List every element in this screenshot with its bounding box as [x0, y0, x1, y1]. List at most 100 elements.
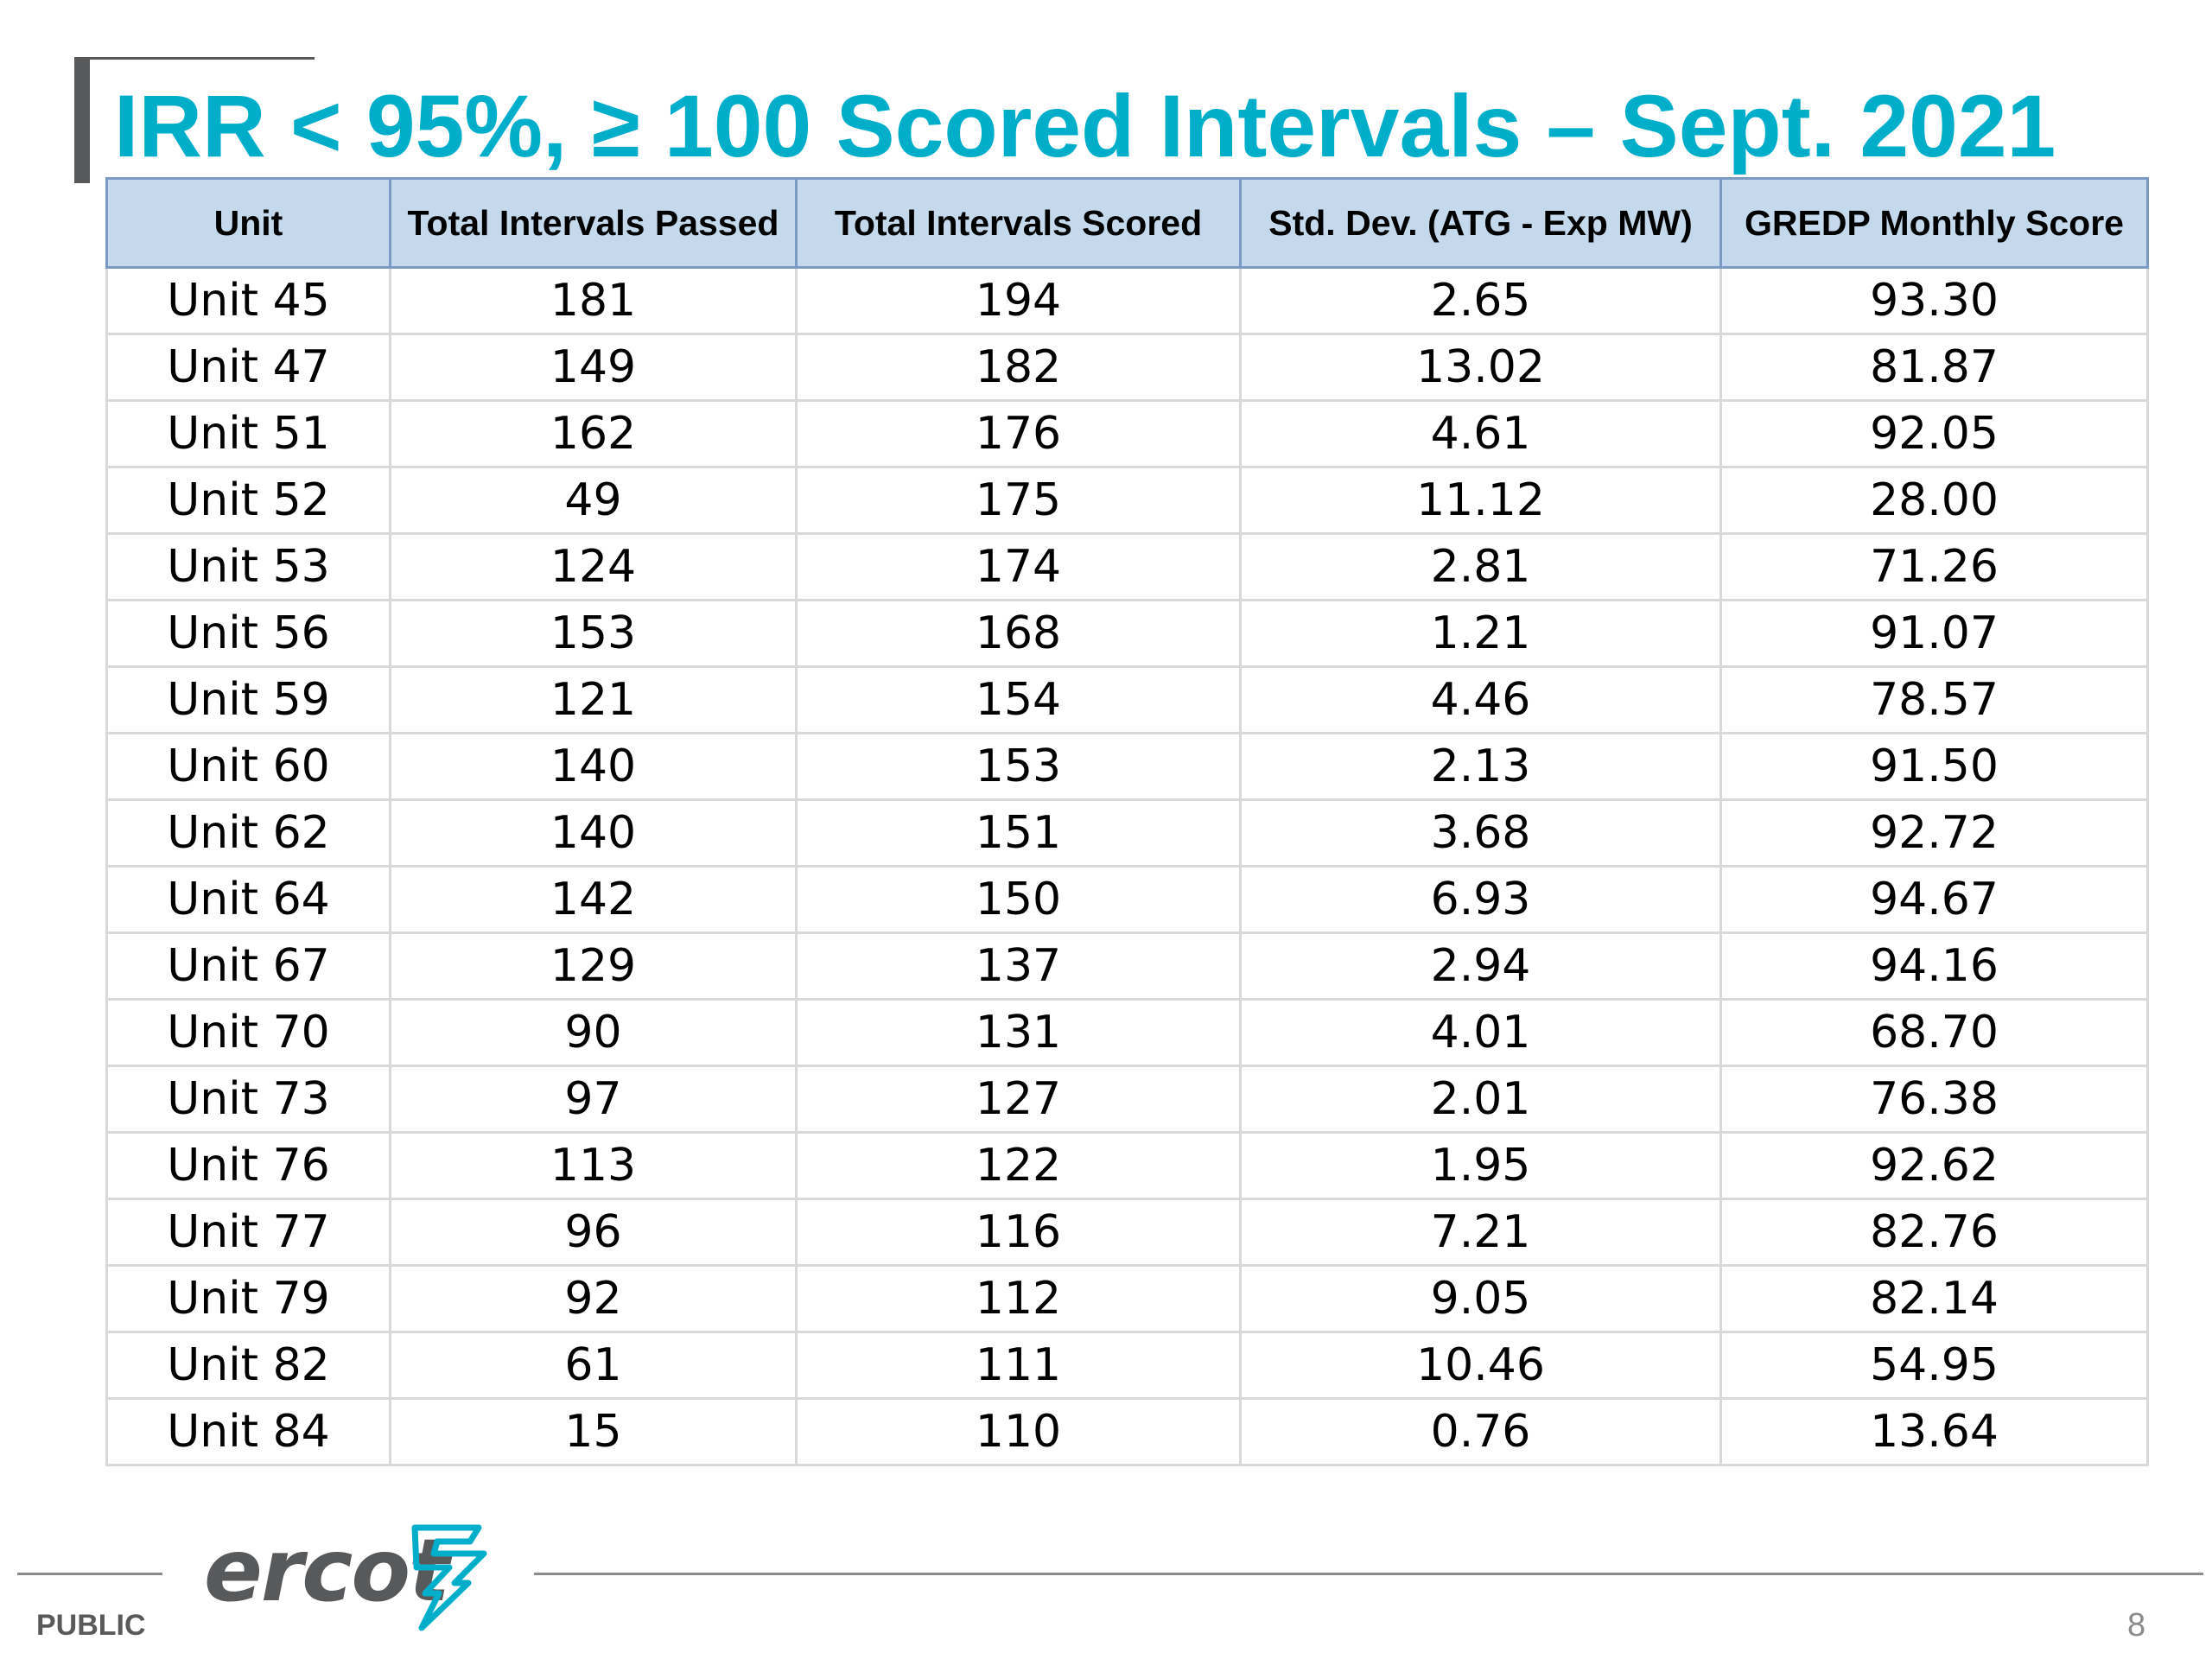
cell-unit: Unit 62: [105, 798, 391, 868]
cell-intervals-passed: 124: [389, 532, 798, 601]
cell-intervals-scored: 168: [795, 599, 1242, 668]
cell-intervals-passed: 90: [389, 998, 798, 1067]
cell-std-dev: 2.81: [1239, 532, 1722, 601]
table-row: Unit 45 181 194 2.65 93.30: [105, 266, 2149, 335]
cell-intervals-scored: 127: [795, 1065, 1242, 1134]
cell-intervals-scored: 151: [795, 798, 1242, 868]
cell-unit: Unit 84: [105, 1397, 391, 1466]
slide-title: IRR < 95%, ≥ 100 Scored Intervals – Sept…: [114, 77, 2056, 175]
cell-intervals-scored: 131: [795, 998, 1242, 1067]
cell-intervals-passed: 49: [389, 466, 798, 535]
footer-divider-left: [17, 1573, 162, 1575]
cell-unit: Unit 60: [105, 732, 391, 801]
cell-intervals-passed: 113: [389, 1131, 798, 1200]
cell-intervals-scored: 110: [795, 1397, 1242, 1466]
cell-intervals-passed: 129: [389, 931, 798, 1001]
cell-intervals-passed: 121: [389, 665, 798, 734]
cell-monthly-score: 28.00: [1719, 466, 2149, 535]
cell-unit: Unit 53: [105, 532, 391, 601]
cell-monthly-score: 92.62: [1719, 1131, 2149, 1200]
ercot-lightning-icon: [411, 1524, 487, 1631]
cell-intervals-passed: 140: [389, 798, 798, 868]
cell-intervals-scored: 194: [795, 266, 1242, 335]
cell-intervals-scored: 116: [795, 1198, 1242, 1267]
cell-unit: Unit 67: [105, 931, 391, 1001]
cell-intervals-passed: 153: [389, 599, 798, 668]
cell-intervals-passed: 96: [389, 1198, 798, 1267]
cell-unit: Unit 64: [105, 865, 391, 934]
cell-unit: Unit 70: [105, 998, 391, 1067]
cell-intervals-passed: 15: [389, 1397, 798, 1466]
table-row: Unit 76 113 122 1.95 92.62: [105, 1131, 2149, 1200]
table-row: Unit 73 97 127 2.01 76.38: [105, 1065, 2149, 1134]
cell-unit: Unit 51: [105, 399, 391, 468]
cell-intervals-scored: 112: [795, 1264, 1242, 1333]
cell-std-dev: 0.76: [1239, 1397, 1722, 1466]
cell-monthly-score: 92.05: [1719, 399, 2149, 468]
cell-intervals-passed: 142: [389, 865, 798, 934]
cell-monthly-score: 92.72: [1719, 798, 2149, 868]
cell-unit: Unit 45: [105, 266, 391, 335]
classification-label: PUBLIC: [36, 1609, 146, 1642]
cell-monthly-score: 91.07: [1719, 599, 2149, 668]
cell-std-dev: 7.21: [1239, 1198, 1722, 1267]
cell-monthly-score: 93.30: [1719, 266, 2149, 335]
cell-intervals-passed: 149: [389, 333, 798, 402]
cell-monthly-score: 13.64: [1719, 1397, 2149, 1466]
footer-divider-right: [534, 1573, 2203, 1575]
table-row: Unit 56 153 168 1.21 91.07: [105, 599, 2149, 668]
cell-std-dev: 13.02: [1239, 333, 1722, 402]
cell-std-dev: 11.12: [1239, 466, 1722, 535]
cell-monthly-score: 82.76: [1719, 1198, 2149, 1267]
table-row: Unit 59 121 154 4.46 78.57: [105, 665, 2149, 734]
cell-intervals-scored: 111: [795, 1331, 1242, 1400]
cell-std-dev: 1.95: [1239, 1131, 1722, 1200]
cell-intervals-passed: 92: [389, 1264, 798, 1333]
cell-intervals-scored: 153: [795, 732, 1242, 801]
cell-monthly-score: 91.50: [1719, 732, 2149, 801]
cell-unit: Unit 82: [105, 1331, 391, 1400]
cell-monthly-score: 68.70: [1719, 998, 2149, 1067]
header-gredp-monthly-score: GREDP Monthly Score: [1719, 177, 2149, 269]
cell-std-dev: 3.68: [1239, 798, 1722, 868]
cell-intervals-scored: 174: [795, 532, 1242, 601]
cell-intervals-scored: 137: [795, 931, 1242, 1001]
cell-monthly-score: 82.14: [1719, 1264, 2149, 1333]
logo-wordmark: ercot: [204, 1520, 450, 1621]
table-row: Unit 52 49 175 11.12 28.00: [105, 466, 2149, 535]
table-row: Unit 51 162 176 4.61 92.05: [105, 399, 2149, 468]
cell-intervals-scored: 176: [795, 399, 1242, 468]
header-total-intervals-scored: Total Intervals Scored: [795, 177, 1242, 269]
header-std-dev: Std. Dev. (ATG - Exp MW): [1239, 177, 1722, 269]
cell-intervals-scored: 182: [795, 333, 1242, 402]
table-row: Unit 47 149 182 13.02 81.87: [105, 333, 2149, 402]
cell-monthly-score: 78.57: [1719, 665, 2149, 734]
cell-intervals-scored: 175: [795, 466, 1242, 535]
cell-std-dev: 4.01: [1239, 998, 1722, 1067]
cell-std-dev: 2.01: [1239, 1065, 1722, 1134]
page-number: 8: [2127, 1607, 2146, 1643]
cell-unit: Unit 76: [105, 1131, 391, 1200]
cell-unit: Unit 52: [105, 466, 391, 535]
cell-intervals-passed: 140: [389, 732, 798, 801]
table-row: Unit 84 15 110 0.76 13.64: [105, 1397, 2149, 1466]
table-row: Unit 70 90 131 4.01 68.70: [105, 998, 2149, 1067]
table-row: Unit 62 140 151 3.68 92.72: [105, 798, 2149, 868]
cell-std-dev: 4.61: [1239, 399, 1722, 468]
cell-intervals-passed: 162: [389, 399, 798, 468]
table-row: Unit 64 142 150 6.93 94.67: [105, 865, 2149, 934]
table-row: Unit 67 129 137 2.94 94.16: [105, 931, 2149, 1001]
cell-unit: Unit 59: [105, 665, 391, 734]
table-row: Unit 60 140 153 2.13 91.50: [105, 732, 2149, 801]
cell-monthly-score: 76.38: [1719, 1065, 2149, 1134]
cell-unit: Unit 56: [105, 599, 391, 668]
table-row: Unit 77 96 116 7.21 82.76: [105, 1198, 2149, 1267]
table-row: Unit 53 124 174 2.81 71.26: [105, 532, 2149, 601]
ercot-logo: ercot: [204, 1519, 498, 1631]
cell-intervals-passed: 97: [389, 1065, 798, 1134]
cell-monthly-score: 81.87: [1719, 333, 2149, 402]
cell-unit: Unit 47: [105, 333, 391, 402]
cell-unit: Unit 77: [105, 1198, 391, 1267]
cell-monthly-score: 71.26: [1719, 532, 2149, 601]
cell-monthly-score: 94.16: [1719, 931, 2149, 1001]
